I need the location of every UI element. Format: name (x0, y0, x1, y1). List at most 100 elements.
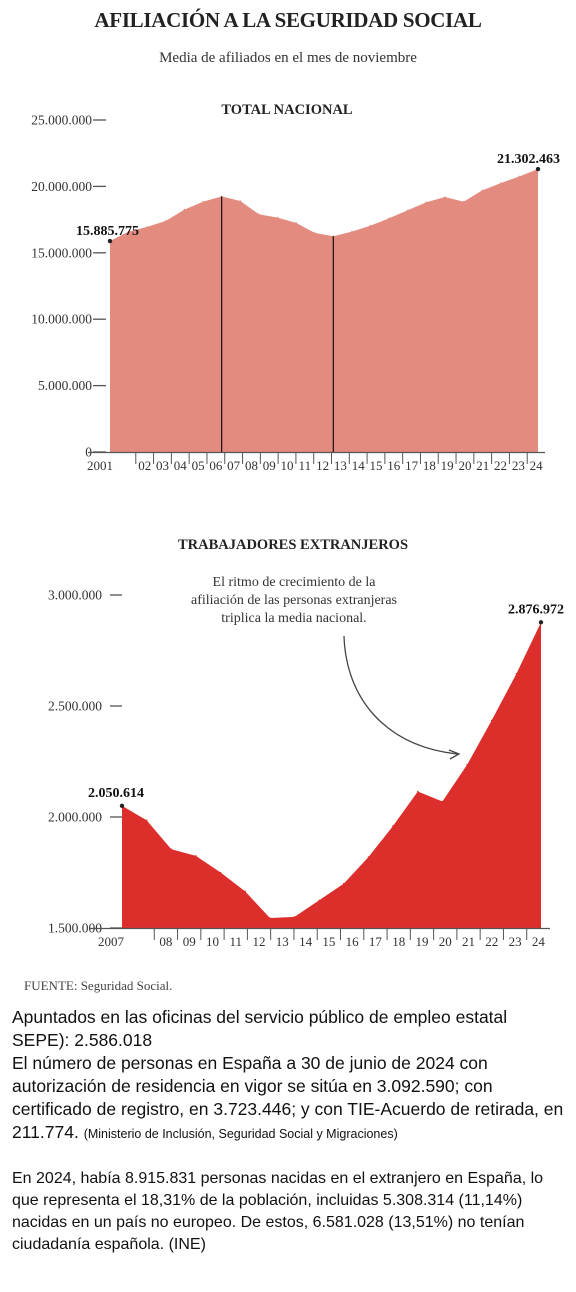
x-tick-label: 16 (387, 458, 401, 473)
data-point (406, 209, 409, 212)
x-tick-label: 09 (263, 458, 276, 473)
x-tick-label: 21 (476, 458, 489, 473)
x-tick-label: 20 (458, 458, 471, 473)
x-tick-label: 11 (299, 458, 312, 473)
data-point (466, 764, 468, 766)
data-point (239, 200, 242, 202)
data-point (244, 890, 246, 893)
data-point (481, 189, 484, 192)
x-tick-label: 18 (392, 934, 405, 949)
data-point (318, 899, 321, 902)
source-note: FUENTE: Seguridad Social. (24, 978, 173, 993)
notes-panel: Apuntados en las oficinas del servicio p… (0, 998, 576, 1292)
chart-title: TOTAL NACIONAL (221, 102, 353, 118)
data-point (343, 882, 345, 885)
x-tick-label: 15 (369, 458, 382, 473)
data-point (195, 855, 197, 857)
x-tick-label: 17 (405, 458, 419, 473)
chart-total-nacional: TOTAL NACIONAL 25.000.000 20.000.000 15.00… (31, 102, 560, 473)
x-tick-label: 14 (352, 458, 366, 473)
annotation-line: El ritmo de crecimiento de la (213, 575, 377, 590)
data-point (425, 201, 428, 204)
data-point (170, 848, 173, 850)
last-point-dot (535, 166, 541, 172)
data-point (388, 217, 390, 220)
chart-trabajadores-extranjeros: TRABAJADORES EXTRANJEROS 3.000.000 2.500.… (48, 537, 564, 949)
x-tick-label: 14 (299, 934, 313, 949)
x-tick-label: 21 (462, 934, 475, 949)
x-tick-label: 22 (485, 934, 498, 949)
x-tick-label: 12 (316, 458, 329, 473)
x-tick-label: 16 (346, 934, 360, 949)
data-point (313, 232, 316, 234)
x-tick-label: 15 (322, 934, 335, 949)
note-citation: (Ministerio de Inclusión, Seguridad Soci… (83, 1127, 398, 1141)
note-residencia: El número de personas en España a 30 de … (12, 1053, 564, 1142)
y-tick-label: 20.000.000 (31, 179, 92, 194)
x-tick-label: 06 (209, 458, 223, 473)
data-point (219, 871, 222, 874)
data-point (417, 790, 419, 793)
x-tick-label: 13 (276, 934, 289, 949)
x-tick-label: 11 (229, 934, 242, 949)
x-tick-label: 18 (423, 458, 436, 473)
x-tick-label: 08 (245, 458, 258, 473)
data-point (367, 856, 370, 858)
note-sepe: Apuntados en las oficinas del servicio p… (12, 1007, 508, 1050)
x-tick-label: 22 (494, 458, 507, 473)
x-tick-label: 09 (183, 934, 196, 949)
first-point-dot (119, 803, 125, 808)
first-value-label: 2.050.614 (88, 786, 144, 801)
x-tick-label: 20 (439, 934, 452, 949)
data-point (258, 213, 260, 216)
last-value-label: 2.876.972 (508, 602, 564, 617)
x-tick-label: 19 (441, 458, 454, 473)
x-tick-label: 24 (532, 934, 546, 949)
series-area (122, 622, 541, 928)
note-paragraph-1: Apuntados en las oficinas del servicio p… (12, 1006, 568, 1146)
y-tick-label: 2.000.000 (48, 810, 102, 825)
x-tick-label: 2001 (87, 458, 113, 473)
x-tick-label: 03 (156, 458, 169, 473)
first-value-label: 15.885.775 (76, 224, 139, 239)
annotation-arrow (343, 635, 458, 755)
data-point (202, 200, 204, 203)
data-point (518, 175, 521, 178)
y-tick-label: 1.500.000 (48, 921, 102, 936)
data-point (351, 230, 353, 233)
x-tick-label: 17 (369, 934, 383, 949)
x-tick-label: 23 (512, 458, 525, 473)
series-area (110, 169, 538, 452)
data-point (392, 825, 394, 827)
data-point (183, 208, 186, 211)
first-point-dot (107, 238, 113, 244)
main-title: AFILIACIÓN A LA SEGURIDAD SOCIAL (94, 8, 482, 32)
data-point (500, 182, 502, 184)
x-tick-label: 19 (415, 934, 428, 949)
x-tick-label: 2007 (98, 934, 125, 949)
x-tick-label: 23 (509, 934, 522, 949)
note-paragraph-2: En 2024, había 8.915.831 personas nacida… (12, 1170, 544, 1253)
data-point (444, 196, 446, 198)
main-subtitle: Media de afiliados en el mes de noviembr… (159, 50, 417, 66)
x-tick-label: 08 (159, 934, 172, 949)
data-point (146, 226, 148, 228)
y-tick-label: 5.000.000 (38, 378, 92, 393)
x-tick-label: 05 (192, 458, 205, 473)
data-point (127, 230, 130, 233)
annotation-line: triplica la media nacional. (221, 611, 366, 626)
data-point (462, 200, 465, 203)
data-point (515, 673, 518, 675)
last-point-dot (538, 620, 544, 625)
chart-title: TRABAJADORES EXTRANJEROS (178, 537, 408, 553)
x-tick-label: 13 (334, 458, 347, 473)
last-value-label: 21.302.463 (497, 152, 560, 167)
y-tick-label: 15.000.000 (31, 245, 92, 260)
x-tick-label: 04 (174, 458, 188, 473)
x-tick-label: 07 (227, 458, 241, 473)
y-tick-label: 2.500.000 (48, 699, 102, 714)
data-point (269, 917, 271, 919)
x-tick-label: 12 (253, 934, 266, 949)
data-point (145, 819, 148, 822)
data-point (295, 222, 297, 224)
